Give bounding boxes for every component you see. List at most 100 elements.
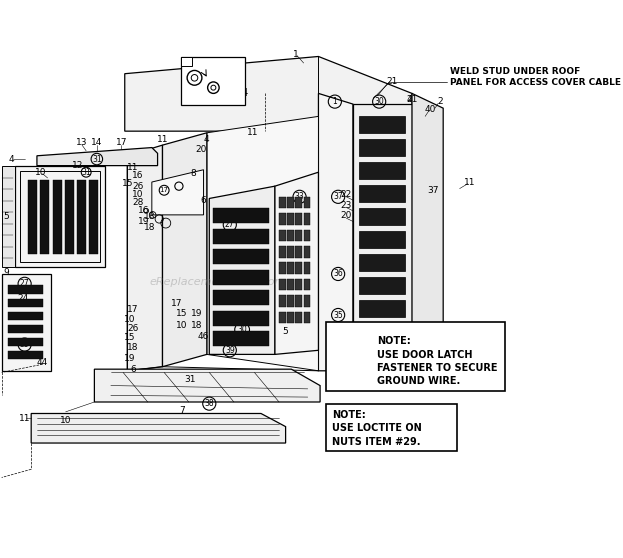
Polygon shape xyxy=(209,186,275,354)
Bar xyxy=(303,295,310,307)
Polygon shape xyxy=(127,145,163,371)
Bar xyxy=(295,279,302,290)
Polygon shape xyxy=(353,104,412,371)
Bar xyxy=(279,197,285,208)
Bar xyxy=(359,346,404,363)
Bar xyxy=(295,197,302,208)
Text: 28: 28 xyxy=(132,198,143,207)
Text: 2: 2 xyxy=(406,95,412,104)
Text: 23: 23 xyxy=(341,200,352,209)
Polygon shape xyxy=(412,93,443,371)
Text: eReplacementParts.com: eReplacementParts.com xyxy=(150,277,286,287)
Bar xyxy=(8,286,43,294)
Bar xyxy=(295,230,302,241)
Bar xyxy=(181,57,192,65)
Text: 4: 4 xyxy=(204,135,209,144)
Text: 40: 40 xyxy=(424,105,435,114)
Bar xyxy=(279,279,285,290)
Bar xyxy=(295,246,302,258)
Bar xyxy=(359,185,404,202)
Polygon shape xyxy=(275,172,318,354)
Bar xyxy=(287,262,294,274)
Text: 34: 34 xyxy=(236,88,248,98)
Bar xyxy=(359,231,404,248)
Polygon shape xyxy=(152,170,204,215)
Bar xyxy=(303,213,310,225)
Bar xyxy=(359,140,404,156)
Text: 1: 1 xyxy=(333,97,337,106)
Text: 31: 31 xyxy=(92,155,102,163)
Bar xyxy=(77,180,86,254)
Bar xyxy=(359,254,404,271)
Text: 17: 17 xyxy=(159,187,169,193)
Text: 24: 24 xyxy=(17,294,29,303)
Bar xyxy=(214,249,269,264)
Text: 11: 11 xyxy=(247,128,259,137)
Text: 10: 10 xyxy=(36,168,47,177)
Bar xyxy=(214,208,269,223)
Polygon shape xyxy=(125,56,412,131)
Text: 6: 6 xyxy=(201,196,206,205)
Text: 17: 17 xyxy=(171,299,182,308)
Bar xyxy=(359,208,404,225)
Bar xyxy=(8,325,43,333)
Text: 9: 9 xyxy=(4,268,9,277)
Bar xyxy=(359,300,404,316)
Text: 15: 15 xyxy=(124,334,135,343)
Text: 17: 17 xyxy=(127,305,139,314)
Text: 38: 38 xyxy=(204,399,214,408)
Text: 14: 14 xyxy=(91,138,103,147)
Text: 41: 41 xyxy=(406,95,417,104)
Bar xyxy=(181,57,245,105)
Bar xyxy=(287,279,294,290)
Bar xyxy=(303,279,310,290)
Text: 15: 15 xyxy=(449,327,460,336)
Bar xyxy=(214,270,269,285)
Polygon shape xyxy=(163,133,207,367)
Text: 31: 31 xyxy=(184,374,196,383)
Text: 37: 37 xyxy=(333,193,343,201)
Text: 5: 5 xyxy=(283,327,288,336)
Text: NOTE:
USE LOCTITE ON
NUTS ITEM #29.: NOTE: USE LOCTITE ON NUTS ITEM #29. xyxy=(333,410,422,446)
Text: 18: 18 xyxy=(191,321,202,330)
Text: 10: 10 xyxy=(124,315,135,324)
Bar xyxy=(287,230,294,241)
Polygon shape xyxy=(94,369,320,402)
Polygon shape xyxy=(31,413,285,443)
Text: 37: 37 xyxy=(427,186,439,195)
Text: 22: 22 xyxy=(341,190,352,199)
Bar xyxy=(40,180,49,254)
Text: 26: 26 xyxy=(127,324,139,333)
Text: 11: 11 xyxy=(464,357,475,365)
Text: 15: 15 xyxy=(176,309,188,318)
Bar xyxy=(214,290,269,305)
Polygon shape xyxy=(318,93,353,371)
Bar xyxy=(326,321,505,391)
Text: 7: 7 xyxy=(179,406,185,415)
Bar xyxy=(287,312,294,323)
Bar xyxy=(8,351,43,359)
Polygon shape xyxy=(37,147,158,166)
Bar xyxy=(279,262,285,274)
Text: 6: 6 xyxy=(130,365,136,374)
Text: 35: 35 xyxy=(333,310,343,320)
Text: 33: 33 xyxy=(295,193,305,201)
Bar xyxy=(326,403,457,451)
Text: 11: 11 xyxy=(157,135,168,144)
Bar xyxy=(214,331,269,346)
Bar xyxy=(214,311,269,326)
Bar xyxy=(359,323,404,340)
Text: 16: 16 xyxy=(132,171,144,180)
Bar xyxy=(295,312,302,323)
Bar xyxy=(359,277,404,294)
Bar xyxy=(295,213,302,225)
Bar xyxy=(303,246,310,258)
Text: 13: 13 xyxy=(77,138,88,147)
Text: 15: 15 xyxy=(121,179,133,188)
Bar xyxy=(287,197,294,208)
Text: 27: 27 xyxy=(20,280,29,288)
Text: 16: 16 xyxy=(138,206,150,215)
Polygon shape xyxy=(2,166,15,267)
Text: WELD STUD UNDER ROOF
PANEL FOR ACCESS COVER CABLE: WELD STUD UNDER ROOF PANEL FOR ACCESS CO… xyxy=(450,66,621,88)
Text: 18: 18 xyxy=(144,223,155,232)
